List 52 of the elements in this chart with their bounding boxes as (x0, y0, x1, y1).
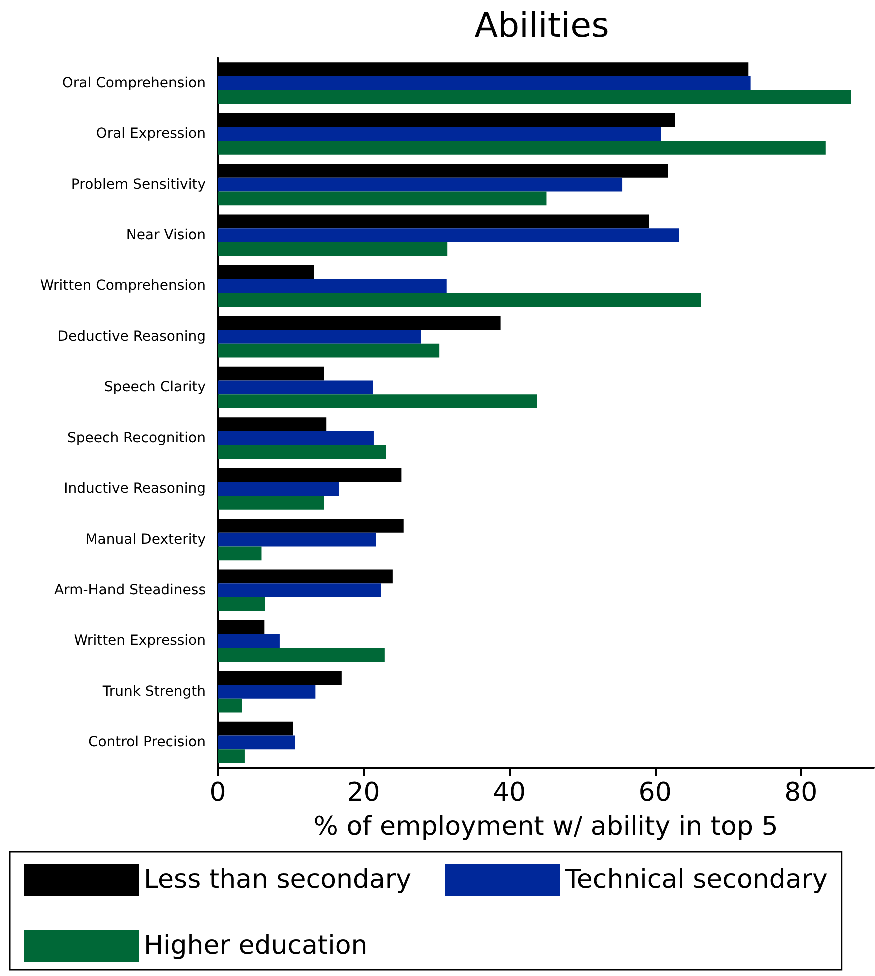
bar (218, 127, 662, 141)
legend-label: Less than secondary (144, 865, 412, 895)
bar (218, 597, 266, 612)
bar (218, 482, 339, 496)
bar (218, 178, 623, 192)
y-tick-label: Oral Comprehension (62, 75, 206, 92)
bar (218, 648, 385, 662)
y-tick-label: Near Vision (126, 228, 206, 244)
bar (218, 76, 751, 90)
bar (218, 344, 440, 358)
bar (218, 394, 538, 408)
chart-title: Abilities (474, 6, 610, 46)
y-tick-label: Oral Expression (96, 126, 206, 142)
bar (218, 90, 852, 104)
bar (218, 685, 316, 699)
bar (218, 532, 376, 547)
bar (218, 228, 680, 242)
x-tick-label: 20 (347, 778, 380, 808)
bar (218, 750, 245, 764)
x-axis-title: % of employment w/ ability in top 5 (314, 812, 778, 842)
x-tick-label: 80 (784, 778, 818, 808)
y-tick-label: Inductive Reasoning (64, 481, 206, 498)
y-tick-label: Arm-Hand Steadiness (54, 582, 206, 598)
y-tick-label: Trunk Strength (102, 684, 206, 700)
y-tick-label: Speech Clarity (104, 380, 206, 396)
bar (218, 242, 448, 256)
bar (218, 584, 382, 598)
x-tick-label: 40 (493, 778, 526, 808)
bar (218, 141, 826, 155)
bar (218, 698, 242, 713)
bar (218, 634, 280, 648)
x-tick-label: 60 (638, 778, 672, 808)
bar (218, 380, 374, 395)
y-tick-label: Problem Sensitivity (71, 176, 206, 193)
y-tick-label: Control Precision (88, 734, 206, 751)
legend-label: Technical secondary (564, 865, 828, 895)
y-tick-label: Written Expression (74, 633, 206, 650)
y-tick-label: Manual Dexterity (86, 532, 206, 548)
bar (218, 293, 702, 308)
bar (218, 330, 422, 344)
bar (218, 192, 547, 206)
bar (218, 546, 262, 561)
bar (218, 736, 296, 750)
legend-label: Higher education (144, 931, 368, 961)
y-tick-label: Written Comprehension (40, 278, 206, 294)
bar (218, 279, 447, 294)
bar (218, 496, 324, 510)
y-tick-label: Deductive Reasoning (58, 328, 206, 345)
x-tick-label: 0 (210, 778, 226, 808)
bar (218, 431, 374, 446)
bar (218, 445, 386, 460)
y-tick-label: Speech Recognition (68, 430, 206, 446)
